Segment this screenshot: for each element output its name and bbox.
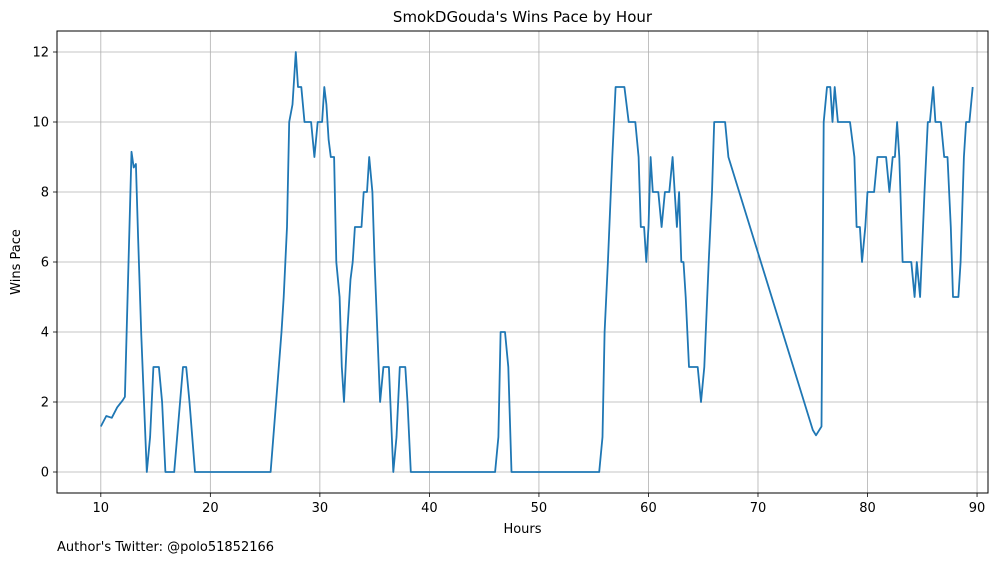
y-tick-label: 6 — [41, 256, 49, 271]
x-axis-title: Hours — [503, 522, 541, 537]
y-tick-label: 12 — [32, 46, 49, 61]
x-tick-label: 20 — [202, 501, 219, 516]
x-tick-label: 80 — [859, 501, 876, 516]
chart-title: SmokDGouda's Wins Pace by Hour — [393, 8, 653, 26]
y-tick-label: 8 — [41, 186, 49, 201]
x-tick-label: 90 — [969, 501, 986, 516]
y-tick-label: 4 — [41, 326, 49, 341]
author-twitter-note: Author's Twitter: @polo51852166 — [57, 540, 274, 555]
y-tick-label: 10 — [32, 116, 49, 131]
y-tick-label: 2 — [41, 396, 49, 411]
axis-ticks: 10 20 30 40 50 60 70 80 90 0 2 4 6 8 10 12 — [32, 46, 985, 517]
x-tick-label: 70 — [750, 501, 767, 516]
y-tick-label: 0 — [41, 466, 49, 481]
x-tick-label: 50 — [531, 501, 548, 516]
x-tick-label: 40 — [421, 501, 438, 516]
grid — [57, 31, 988, 493]
series-layer — [100, 51, 974, 473]
y-axis-title: Wins Pace — [9, 229, 24, 295]
x-tick-label: 60 — [640, 501, 657, 516]
series-line — [100, 51, 974, 473]
x-tick-label: 10 — [93, 501, 110, 516]
x-tick-label: 30 — [312, 501, 329, 516]
